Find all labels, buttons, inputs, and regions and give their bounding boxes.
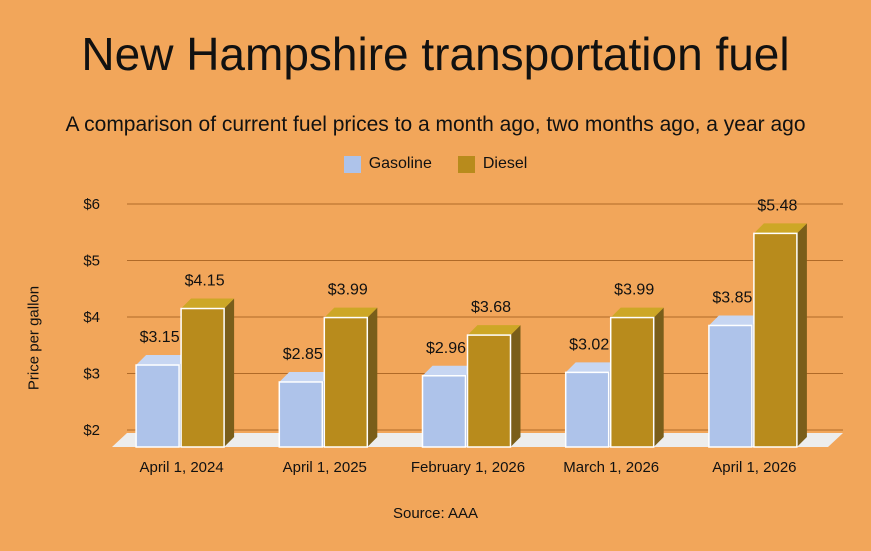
data-label-diesel: $5.48: [757, 197, 797, 214]
legend-item-diesel: Diesel: [457, 155, 528, 173]
y-tick-label: $6: [83, 196, 100, 213]
chart-title: New Hampshire transportation fuel: [81, 28, 790, 80]
legend-swatch-gasoline: [343, 155, 361, 173]
bar-side-diesel: [367, 307, 378, 447]
legend-swatch-diesel: [457, 155, 475, 173]
bar-top-gasoline: [422, 365, 476, 376]
bar-top-diesel: [610, 307, 664, 318]
legend: Gasoline Diesel: [0, 155, 871, 173]
data-label-gasoline: $3.15: [140, 329, 180, 346]
x-tick-label: April 1, 2024: [139, 459, 223, 476]
data-label-diesel: $3.68: [471, 299, 511, 316]
data-label-diesel: $3.99: [614, 282, 654, 299]
data-label-gasoline: $3.85: [712, 289, 752, 306]
bar-top-gasoline: [565, 362, 619, 373]
data-label-gasoline: $2.96: [426, 340, 466, 357]
source-note: Source: AAA: [392, 505, 479, 522]
bar-top-gasoline: [708, 315, 762, 326]
bar-gasoline: [708, 324, 753, 448]
y-tick-label: $5: [83, 253, 100, 270]
data-label-diesel: $3.99: [328, 282, 368, 299]
data-label-gasoline: $3.02: [569, 336, 609, 353]
legend-item-gasoline: Gasoline: [343, 155, 432, 173]
bar-top-diesel: [467, 325, 521, 336]
legend-label-diesel: Diesel: [482, 155, 528, 172]
y-tick-label: $4: [83, 309, 100, 326]
bar-diesel: [753, 232, 798, 448]
bar-top-diesel: [753, 223, 807, 234]
bar-side-diesel: [796, 223, 807, 447]
bar-diesel: [180, 307, 225, 448]
data-label-gasoline: $2.85: [283, 346, 323, 363]
bar-side-diesel: [653, 307, 664, 447]
bar-diesel: [466, 334, 512, 448]
legend-label-gasoline: Gasoline: [368, 155, 432, 172]
chart-subtitle: A comparison of current fuel prices to a…: [65, 113, 806, 136]
bar-gasoline: [278, 381, 324, 448]
bar-gasoline: [564, 371, 610, 448]
x-tick-label: March 1, 2026: [563, 459, 659, 476]
bar-side-diesel: [510, 325, 521, 447]
x-tick-label: April 1, 2025: [283, 459, 367, 476]
y-tick-label: $3: [83, 366, 100, 383]
y-tick-label: $2: [83, 422, 100, 439]
bar-top-gasoline: [136, 355, 190, 366]
bar-top-gasoline: [279, 371, 333, 382]
x-tick-label: April 1, 2026: [712, 459, 796, 476]
bar-diesel: [323, 316, 369, 448]
bar-gasoline: [421, 375, 467, 448]
bar-side-diesel: [224, 298, 235, 447]
x-tick-label: February 1, 2026: [411, 459, 525, 476]
bar-top-diesel: [181, 298, 235, 309]
data-label-diesel: $4.15: [185, 273, 225, 290]
bar-diesel: [609, 316, 655, 448]
bar-top-diesel: [324, 307, 378, 318]
bar-gasoline: [135, 364, 180, 448]
